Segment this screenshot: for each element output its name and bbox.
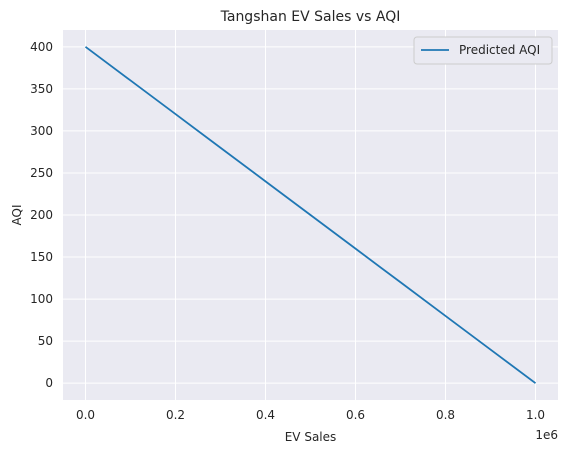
x-axis-label: EV Sales — [285, 430, 337, 444]
x-tick-label: 0.2 — [166, 408, 185, 422]
y-tick-label: 150 — [30, 250, 53, 264]
y-tick-label: 0 — [45, 376, 53, 390]
x-axis-offset-label: 1e6 — [535, 428, 558, 442]
y-axis-label: AQI — [10, 205, 24, 226]
series-line-predicted-aqi — [84, 46, 537, 384]
line-layer — [84, 46, 537, 384]
y-tick-label: 300 — [30, 124, 53, 138]
y-tick-label: 100 — [30, 292, 53, 306]
x-tick-label: 0.8 — [436, 408, 455, 422]
tick-layer: 0.0 0.2 0.4 0.6 0.8 1.0 0 50 100 150 200 250 300 350 4… — [30, 40, 545, 422]
x-tick-label: 0.6 — [346, 408, 365, 422]
y-tick-label: 250 — [30, 166, 53, 180]
chart-title: Tangshan EV Sales vs AQI — [220, 9, 401, 25]
legend-box — [413, 36, 553, 65]
legend-label-predicted-aqi: Predicted AQI — [459, 43, 540, 57]
y-tick-label: 50 — [38, 334, 53, 348]
x-tick-label: 1.0 — [526, 408, 545, 422]
legend: Predicted AQI — [413, 36, 553, 65]
y-tick-label: 350 — [30, 82, 53, 96]
y-tick-label: 200 — [30, 208, 53, 222]
x-tick-label: 0.0 — [76, 408, 95, 422]
y-tick-label: 400 — [30, 40, 53, 54]
x-tick-label: 0.4 — [256, 408, 275, 422]
